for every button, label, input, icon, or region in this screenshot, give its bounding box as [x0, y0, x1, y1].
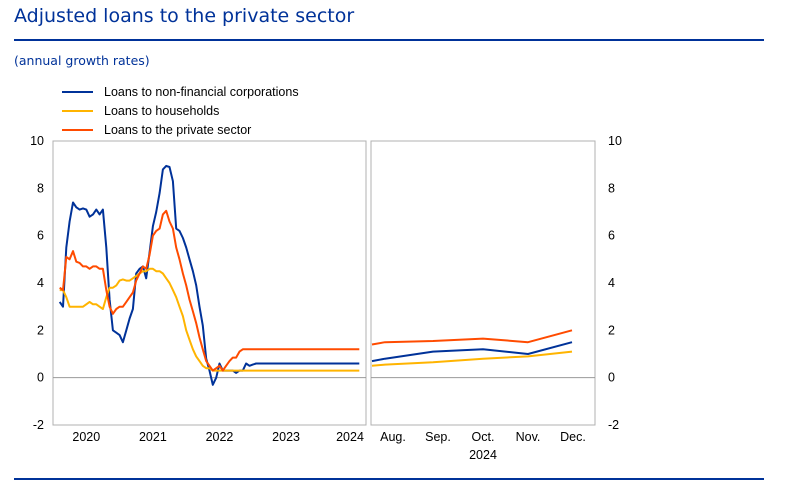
x-tick-label-right: Sep.: [425, 430, 451, 444]
x-tick-label-right: Nov.: [516, 430, 541, 444]
y-tick-label-right: 6: [608, 229, 615, 243]
y-tick-label-left: -2: [33, 418, 44, 432]
y-tick-label-right: 8: [608, 181, 615, 195]
y-tick-label-left: 4: [37, 276, 44, 290]
x-tick-label-right: Oct.: [472, 430, 495, 444]
footer-divider: [14, 478, 764, 480]
legend-label-0: Loans to non-financial corporations: [104, 85, 299, 99]
x-tick-label-left: 2022: [206, 430, 234, 444]
y-tick-label-right: 0: [608, 371, 615, 385]
series-line-left-0: [58, 164, 360, 386]
x-tick-label-left: 2021: [139, 430, 167, 444]
y-tick-label-left: 8: [37, 181, 44, 195]
right-panel-frame: [370, 140, 596, 426]
y-tick-label-left: 2: [37, 323, 44, 337]
title-divider: [14, 39, 764, 41]
chart-subtitle: (annual growth rates): [14, 53, 150, 68]
y-tick-label-right: 2: [608, 323, 615, 337]
x-tick-label-right: Dec.: [560, 430, 586, 444]
legend-label-1: Loans to households: [104, 104, 219, 118]
series-line-right-1: [371, 350, 573, 367]
y-tick-label-left: 10: [30, 134, 44, 148]
x-tick-label-right: Aug.: [380, 430, 406, 444]
y-tick-label-right: 10: [608, 134, 622, 148]
x-group-label: 2024: [469, 448, 497, 462]
y-tick-label-right: -2: [608, 418, 619, 432]
page-title: Adjusted loans to the private sector: [14, 5, 355, 27]
x-tick-label-left: 2024: [336, 430, 364, 444]
left-panel-frame: [52, 140, 367, 426]
x-tick-label-left: 2023: [272, 430, 300, 444]
legend-label-2: Loans to the private sector: [104, 123, 251, 137]
series-line-right-2: [371, 329, 573, 346]
y-tick-label-right: 4: [608, 276, 615, 290]
series-line-right-0: [371, 341, 573, 363]
series-line-left-1: [59, 267, 360, 372]
x-tick-label-left: 2020: [72, 430, 100, 444]
series-line-left-2: [59, 209, 360, 372]
y-tick-label-left: 0: [37, 371, 44, 385]
y-tick-label-left: 6: [37, 229, 44, 243]
